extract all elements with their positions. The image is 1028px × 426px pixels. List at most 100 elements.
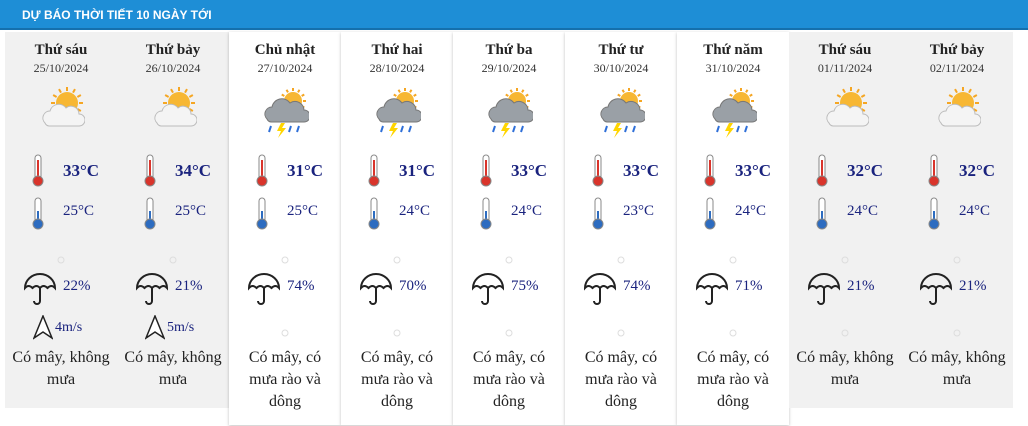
thermometer-high xyxy=(703,154,717,193)
thermometer-high xyxy=(143,154,157,193)
day-name: Thứ tư xyxy=(598,42,644,58)
high-temp: 33°C xyxy=(623,161,660,180)
wind-arrow xyxy=(144,314,166,345)
placeholder-dot xyxy=(281,324,289,342)
day-column: Chủ nhật 27/10/2024 31°C 25°C 74% Có mây, có… xyxy=(229,32,341,425)
placeholder-dot-svg xyxy=(953,256,961,264)
thermometer-low-svg xyxy=(704,197,716,230)
day-column: Thứ năm 31/10/2024 33°C 24°C 71% Có mây, có … xyxy=(677,32,789,425)
placeholder-dot xyxy=(841,324,849,342)
weather-icon-svg xyxy=(712,88,759,138)
day-name: Thứ ba xyxy=(485,42,533,58)
umbrella-icon xyxy=(247,272,281,311)
high-temp: 33°C xyxy=(511,161,548,180)
placeholder-dot xyxy=(281,251,289,269)
thermometer-high-svg xyxy=(256,154,268,187)
date: 26/10/2024 xyxy=(145,61,201,75)
date: 27/10/2024 xyxy=(257,61,313,75)
rain-chance: 21% xyxy=(959,278,987,294)
thermometer-high xyxy=(255,154,269,193)
placeholder-dot-svg xyxy=(841,256,849,264)
description: Có mây, không mưa xyxy=(124,349,222,388)
wind-speed: 4m/s xyxy=(55,320,83,335)
day-column: Thứ bảy 02/11/2024 32°C 24°C 21% Có mây, khô… xyxy=(901,32,1013,408)
placeholder-dot xyxy=(505,324,513,342)
weather-icon xyxy=(709,87,759,144)
day-name: Thứ năm xyxy=(703,42,763,58)
weather-icon-svg xyxy=(488,88,535,138)
thermometer-high xyxy=(815,154,829,193)
placeholder-dot-svg xyxy=(281,329,289,337)
umbrella-icon-svg xyxy=(583,273,617,305)
placeholder-dot-svg xyxy=(393,329,401,337)
rain-chance: 70% xyxy=(399,278,427,294)
high-temp: 31°C xyxy=(399,161,436,180)
rain-chance: 75% xyxy=(511,278,539,294)
placeholder-dot xyxy=(729,324,737,342)
weather-icon xyxy=(37,87,86,144)
wind-speed: 5m/s xyxy=(167,320,195,335)
description: Có mây, có mưa rào và dông xyxy=(360,349,434,410)
weather-icon xyxy=(485,87,535,144)
thermometer-low xyxy=(143,197,157,236)
placeholder-dot xyxy=(169,251,177,269)
day-column: Thứ ba 29/10/2024 33°C 24°C 75% Có mây, có m… xyxy=(453,32,565,425)
placeholder-dot xyxy=(953,324,961,342)
thermometer-low-svg xyxy=(816,197,828,230)
thermometer-high xyxy=(31,154,45,193)
umbrella-icon-svg xyxy=(359,273,393,305)
thermometer-low xyxy=(703,197,717,236)
rain-chance: 22% xyxy=(63,278,91,294)
umbrella-icon xyxy=(919,272,953,311)
day-name: Thứ bảy xyxy=(145,42,201,58)
date: 01/11/2024 xyxy=(817,61,873,75)
low-temp: 24°C xyxy=(847,203,879,219)
placeholder-dot-svg xyxy=(393,256,401,264)
low-temp: 25°C xyxy=(63,203,95,219)
umbrella-icon-svg xyxy=(247,273,281,305)
low-temp: 24°C xyxy=(511,203,543,219)
rain-chance: 74% xyxy=(287,278,315,294)
thermometer-low xyxy=(591,197,605,236)
thermometer-high xyxy=(367,154,381,193)
weather-icon-svg xyxy=(154,87,198,127)
weather-icon xyxy=(821,87,870,144)
thermometer-low xyxy=(255,197,269,236)
day-name: Thứ bảy xyxy=(929,42,985,58)
thermometer-low-svg xyxy=(32,197,44,230)
high-temp: 34°C xyxy=(175,161,212,180)
date: 25/10/2024 xyxy=(33,61,89,75)
header-bar: DỰ BÁO THỜI TIẾT 10 NGÀY TỚI xyxy=(0,0,1028,30)
date: 02/11/2024 xyxy=(929,61,985,75)
weather-icon xyxy=(933,87,982,144)
thermometer-low-svg xyxy=(592,197,604,230)
thermometer-low xyxy=(927,197,941,236)
placeholder-dot xyxy=(953,251,961,269)
low-temp: 23°C xyxy=(623,203,655,219)
umbrella-icon xyxy=(807,272,841,311)
day-name: Thứ sáu xyxy=(818,42,872,58)
weather-icon xyxy=(597,87,647,144)
low-temp: 25°C xyxy=(287,203,319,219)
description: Có mây, có mưa rào và dông xyxy=(584,349,658,410)
thermometer-low xyxy=(815,197,829,236)
wind-arrow xyxy=(32,314,54,345)
umbrella-icon xyxy=(471,272,505,311)
thermometer-low xyxy=(31,197,45,236)
weather-icon-svg xyxy=(600,88,647,138)
date: 31/10/2024 xyxy=(705,61,761,75)
placeholder-dot-svg xyxy=(281,256,289,264)
day-name: Thứ sáu xyxy=(34,42,88,58)
thermometer-low xyxy=(367,197,381,236)
umbrella-icon xyxy=(583,272,617,311)
weather-icon xyxy=(261,87,311,144)
high-temp: 32°C xyxy=(959,161,996,180)
date: 29/10/2024 xyxy=(481,61,537,75)
thermometer-high-svg xyxy=(592,154,604,187)
description: Có mây, không mưa xyxy=(12,349,110,388)
thermometer-low-svg xyxy=(480,197,492,230)
placeholder-dot-svg xyxy=(953,329,961,337)
umbrella-icon-svg xyxy=(807,273,841,305)
thermometer-high-svg xyxy=(368,154,380,187)
